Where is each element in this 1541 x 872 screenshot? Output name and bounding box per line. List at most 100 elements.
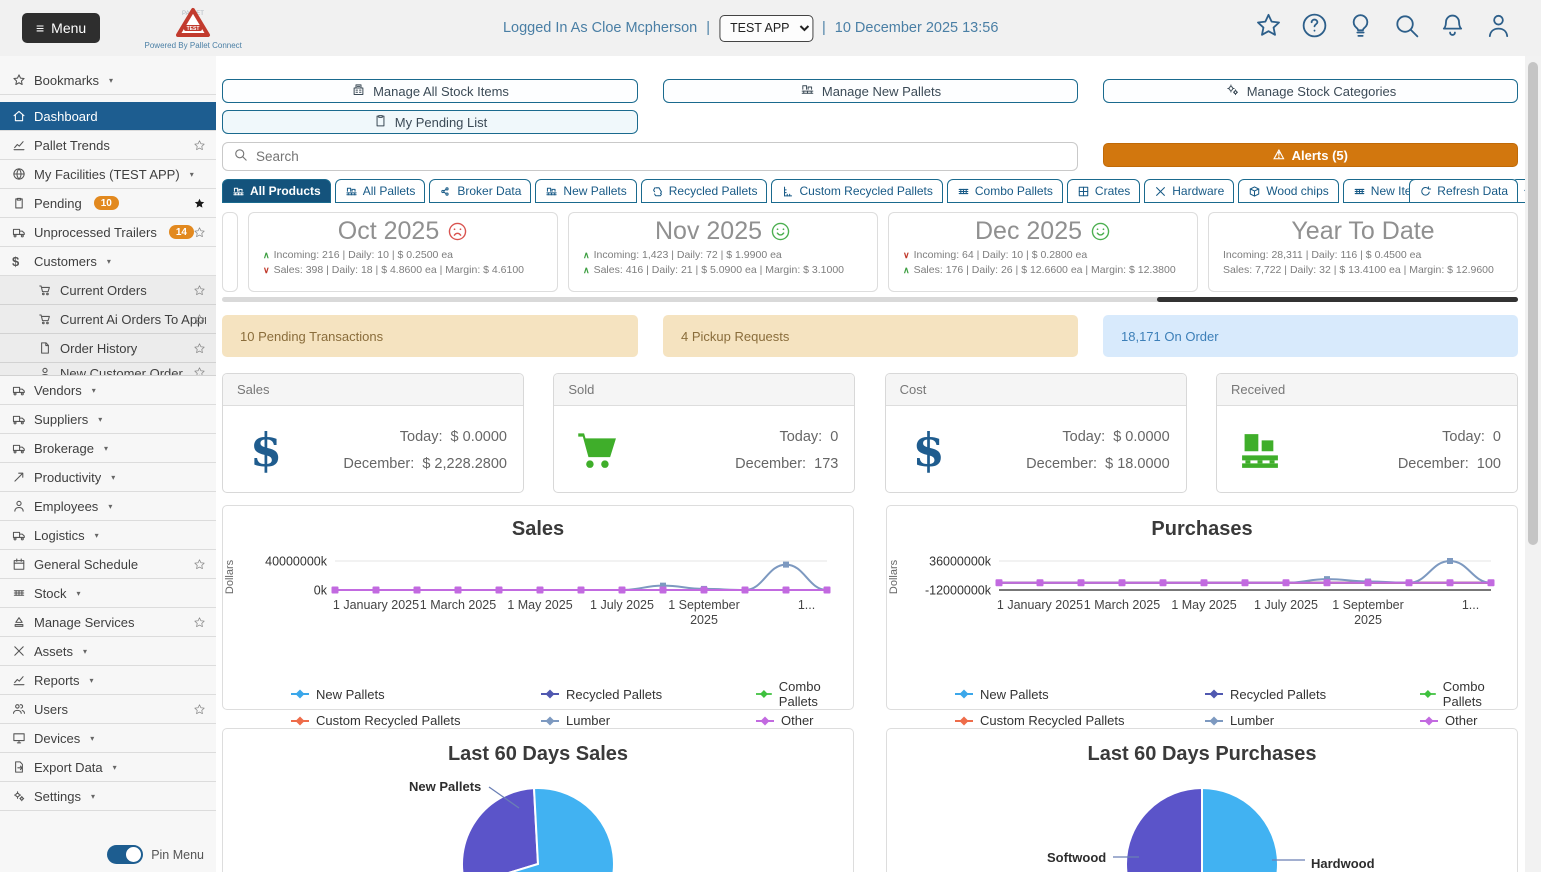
tab-custom-recycled-pallets[interactable]: Custom Recycled Pallets xyxy=(771,179,943,203)
manage-all-stock-items-button[interactable]: Manage All Stock Items xyxy=(222,79,638,103)
favorite-star-icon[interactable] xyxy=(193,366,206,375)
legend-item-other[interactable]: Other xyxy=(756,713,853,728)
sidebar-item-suppliers[interactable]: Suppliers ▾ xyxy=(0,405,216,434)
sidebar-item-label: Suppliers xyxy=(34,411,89,427)
sidebar-item-label: General Schedule xyxy=(34,556,139,572)
search-input[interactable] xyxy=(256,149,1067,164)
menu-button[interactable]: ≡ Menu xyxy=(22,13,101,43)
topbar-bell-button[interactable] xyxy=(1438,11,1467,45)
page-scrollbar-thumb[interactable] xyxy=(1528,62,1538,545)
legend-item-recycled-pallets[interactable]: Recycled Pallets xyxy=(541,679,756,709)
banner-10-pending-transactions[interactable]: 10 Pending Transactions xyxy=(222,315,638,357)
sidebar-item-pallet-trends[interactable]: Pallet Trends xyxy=(0,131,216,160)
banner-4-pickup-requests[interactable]: 4 Pickup Requests xyxy=(663,315,1078,357)
favorite-star-icon[interactable] xyxy=(193,284,206,297)
tab-all-products[interactable]: All Products xyxy=(222,179,331,203)
sidebar-item-current-orders[interactable]: Current Orders xyxy=(0,276,216,305)
pie-slice-new-pallets[interactable] xyxy=(460,787,540,872)
my-pending-list-button[interactable]: My Pending List xyxy=(222,110,638,134)
tab-hardware[interactable]: Hardware xyxy=(1144,179,1235,203)
svg-text:-12000000k: -12000000k xyxy=(925,584,992,598)
tab-new-pallets[interactable]: New Pallets xyxy=(535,179,637,203)
sidebar-item-unprocessed-trailers[interactable]: Unprocessed Trailers 14 xyxy=(0,218,216,247)
pie-slice-hardwood[interactable] xyxy=(1201,786,1279,872)
favorite-star-icon[interactable] xyxy=(193,558,206,571)
manage-new-pallets-button[interactable]: Manage New Pallets xyxy=(663,79,1078,103)
sidebar-item-vendors[interactable]: Vendors ▾ xyxy=(0,376,216,405)
legend-item-lumber[interactable]: Lumber xyxy=(541,713,756,728)
topbar-search-button[interactable] xyxy=(1392,11,1421,45)
legend-item-combo-pallets[interactable]: Combo Pallets xyxy=(756,679,853,709)
pie-slice-softwood[interactable] xyxy=(1125,786,1203,872)
sidebar-item-users[interactable]: Users xyxy=(0,695,216,724)
pin-menu-toggle[interactable] xyxy=(107,845,144,864)
sidebar-item-bookmarks[interactable]: Bookmarks ▾ xyxy=(0,66,216,95)
sidebar-item-stock[interactable]: Stock ▾ xyxy=(0,579,216,608)
sidebar-item-brokerage[interactable]: Brokerage ▾ xyxy=(0,434,216,463)
legend-item-new-pallets[interactable]: New Pallets xyxy=(291,679,541,709)
tab-refresh-data[interactable]: Refresh Data xyxy=(1409,179,1518,203)
month-card-oct-2025[interactable]: Oct 2025 ∧ Incoming: 216 | Daily: 10 | $ 0… xyxy=(248,212,558,292)
tab-combo-pallets[interactable]: Combo Pallets xyxy=(946,179,1063,203)
favorite-star-icon[interactable] xyxy=(193,342,206,355)
sidebar-item-reports[interactable]: Reports ▾ xyxy=(0,666,216,695)
month-card-dec-2025[interactable]: Dec 2025 ∨ Incoming: 64 | Daily: 10 | $ 0.… xyxy=(888,212,1198,292)
legend-item-custom-recycled-pallets[interactable]: Custom Recycled Pallets xyxy=(955,713,1205,728)
alerts-button[interactable]: ⚠ Alerts (5) xyxy=(1103,143,1518,167)
sidebar-item-employees[interactable]: Employees ▾ xyxy=(0,492,216,521)
sidebar-item-customers[interactable]: $ Customers ▾ xyxy=(0,247,216,276)
sidebar-item-devices[interactable]: Devices ▾ xyxy=(0,724,216,753)
topbar-bulb-button[interactable] xyxy=(1346,11,1375,45)
globe-icon xyxy=(13,168,25,180)
favorite-star-icon[interactable] xyxy=(193,703,206,716)
carousel-scrollbar-thumb[interactable] xyxy=(1157,297,1518,302)
favorite-star-icon[interactable] xyxy=(193,313,206,326)
sidebar-item-logistics[interactable]: Logistics ▾ xyxy=(0,521,216,550)
tab-wood-chips[interactable]: Wood chips xyxy=(1238,179,1339,203)
month-card-year-to-date[interactable]: Year To Date Incoming: 28,311 | Daily: 11… xyxy=(1208,212,1518,292)
month-card-nov-2025[interactable]: Nov 2025 ∧ Incoming: 1,423 | Daily: 72 | $… xyxy=(568,212,878,292)
legend-item-other[interactable]: Other xyxy=(1420,713,1517,728)
sidebar-item-current-ai-orders-to-approve[interactable]: Current Ai Orders To Approve xyxy=(0,305,216,334)
sidebar-item-manage-services[interactable]: Manage Services xyxy=(0,608,216,637)
sidebar-item-new-customer-order[interactable]: New Customer Order xyxy=(0,363,216,376)
page-scrollbar[interactable] xyxy=(1525,56,1541,872)
sidebar-item-productivity[interactable]: Productivity ▾ xyxy=(0,463,216,492)
topbar-person-button[interactable] xyxy=(1484,11,1513,45)
sidebar-item-pending[interactable]: Pending 10 xyxy=(0,189,216,218)
topbar-star-button[interactable] xyxy=(1254,11,1283,45)
tab-label: Wood chips xyxy=(1266,184,1329,198)
tab-crates[interactable]: Crates xyxy=(1066,179,1141,203)
chevron-down-icon: ▾ xyxy=(98,414,103,424)
banner-18-171-on-order[interactable]: 18,171 On Order xyxy=(1103,315,1518,357)
legend-item-new-pallets[interactable]: New Pallets xyxy=(955,679,1205,709)
sidebar-item-export-data[interactable]: Export Data ▾ xyxy=(0,753,216,782)
tab-all-pallets[interactable]: All Pallets xyxy=(334,179,426,203)
manage-stock-categories-button[interactable]: Manage Stock Categories xyxy=(1103,79,1518,103)
favorite-star-icon[interactable] xyxy=(193,139,206,152)
legend-item-combo-pallets[interactable]: Combo Pallets xyxy=(1420,679,1517,709)
tools-icon xyxy=(1156,186,1166,196)
tab-recycled-pallets[interactable]: Recycled Pallets xyxy=(640,179,768,203)
favorite-star-icon[interactable] xyxy=(193,616,206,629)
sidebar-item-my-facilities-test-app[interactable]: My Facilities (TEST APP) ▾ xyxy=(0,160,216,189)
carousel-scrollbar[interactable] xyxy=(222,297,1518,302)
legend-item-lumber[interactable]: Lumber xyxy=(1205,713,1420,728)
favorite-star-icon[interactable] xyxy=(193,197,206,210)
sidebar-item-settings[interactable]: Settings ▾ xyxy=(0,782,216,811)
topbar-icons xyxy=(1254,11,1513,45)
sidebar-item-order-history[interactable]: Order History xyxy=(0,334,216,363)
legend-item-recycled-pallets[interactable]: Recycled Pallets xyxy=(1205,679,1420,709)
facility-select[interactable]: TEST APP xyxy=(718,14,813,42)
app-logo[interactable]: PALLET CONNECT TEST Powered By Pallet Co… xyxy=(138,6,248,50)
sidebar-item-dashboard[interactable]: Dashboard xyxy=(0,102,216,131)
tab-broker-data[interactable]: Broker Data xyxy=(429,179,532,203)
topbar-question-button[interactable] xyxy=(1300,11,1329,45)
favorite-star-icon[interactable] xyxy=(193,226,206,239)
pie-slice-unlabeled[interactable] xyxy=(465,787,615,872)
sidebar-item-assets[interactable]: Assets ▾ xyxy=(0,637,216,666)
export-icon xyxy=(15,761,23,773)
legend-item-custom-recycled-pallets[interactable]: Custom Recycled Pallets xyxy=(291,713,541,728)
sidebar-item-general-schedule[interactable]: General Schedule xyxy=(0,550,216,579)
